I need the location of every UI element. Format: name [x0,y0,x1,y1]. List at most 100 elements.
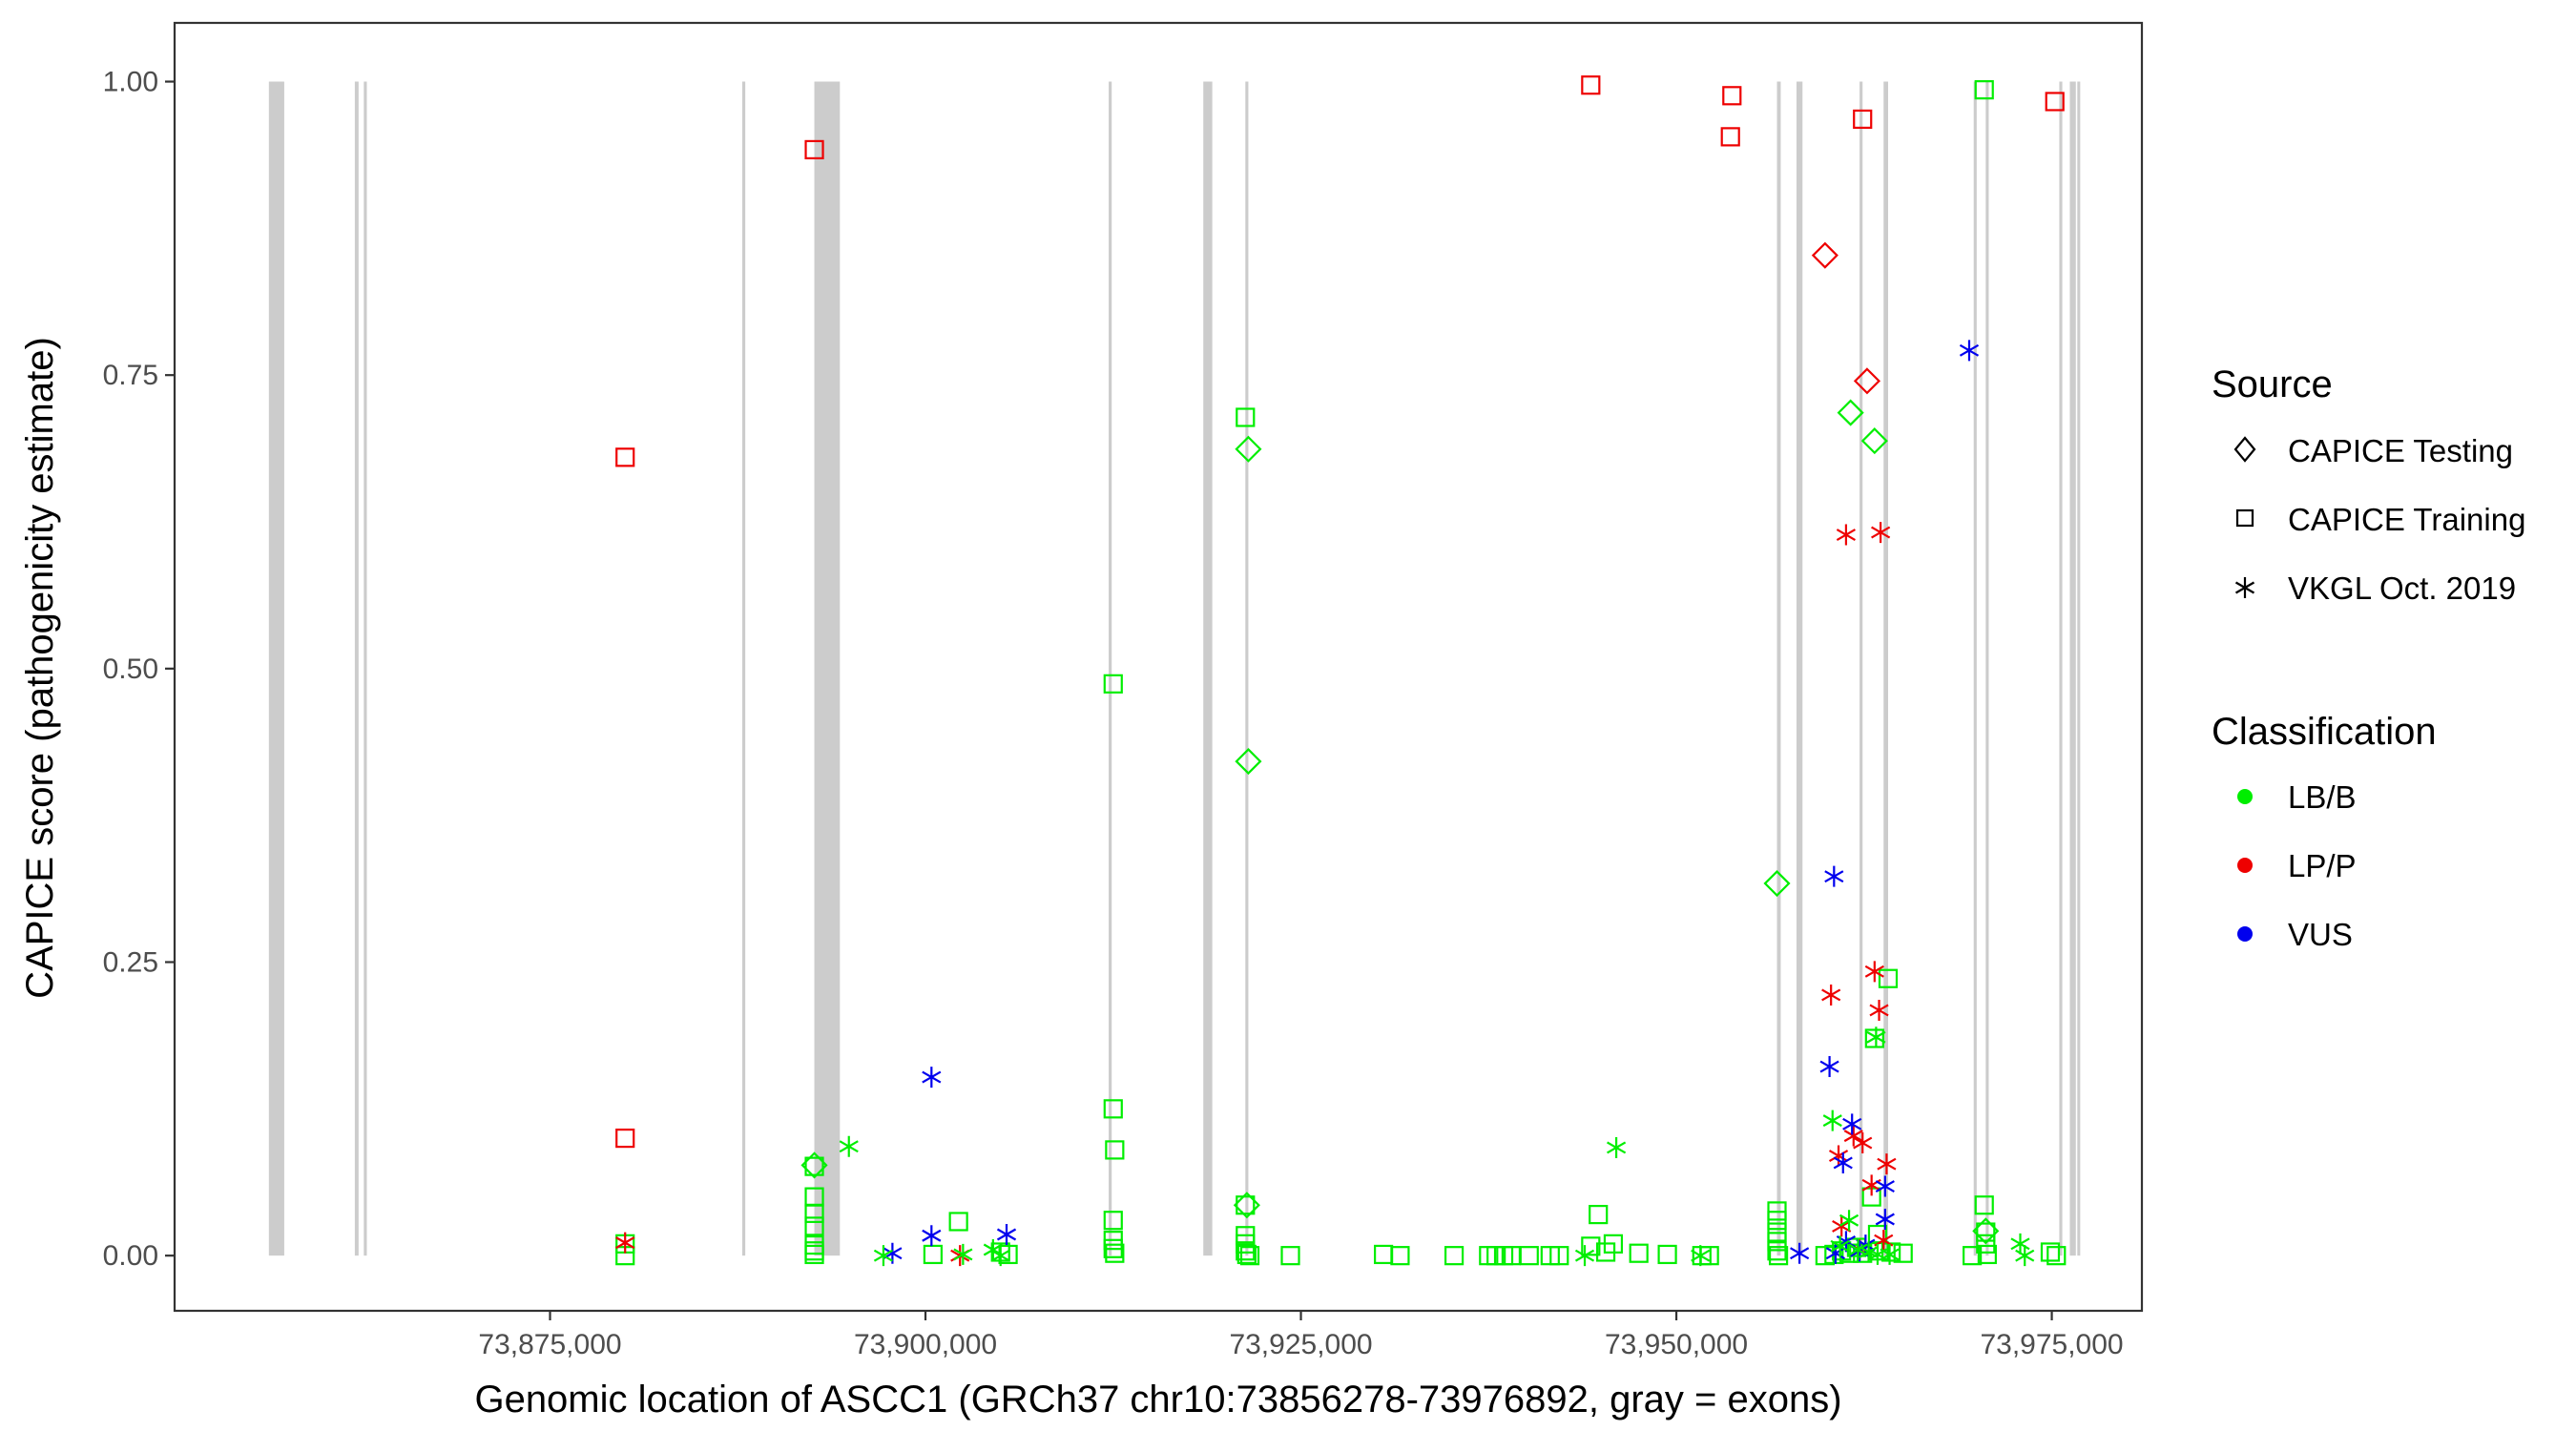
exon-band [1109,81,1112,1256]
legend: Source CAPICE Testing CAPICE Training VK… [2212,363,2525,952]
data-point-asterisk [615,1232,635,1254]
data-point-square [1236,407,1256,427]
data-point-asterisk [1836,524,1856,546]
data-point-square [1767,1241,1787,1261]
exon-band [2077,81,2081,1256]
data-point-asterisk [1874,1230,1894,1252]
legend-class-lpp: LP/P [2237,848,2357,883]
exon-band [1859,81,1863,1256]
exon-band [2059,81,2063,1256]
y-tick-label: 0.25 [103,947,158,979]
data-point-asterisk [873,1245,894,1267]
data-point-asterisk [996,1224,1017,1246]
legend-square-icon [2235,508,2254,528]
data-point-square [1103,1211,1123,1231]
exon-band [1883,81,1888,1256]
data-point-asterisk [1822,1110,1842,1131]
y-tick-label: 0.50 [103,653,158,685]
data-point-diamond [1837,399,1864,426]
data-point-asterisk [922,1067,942,1089]
legend-diamond-icon [2233,436,2256,463]
data-point-square [1657,1244,1677,1265]
y-axis-title: CAPICE score (pathogenicity estimate) [19,337,61,999]
data-point-asterisk [1880,1243,1900,1265]
exon-band [2069,81,2076,1256]
data-point-asterisk [1821,984,1841,1006]
data-point-diamond [1235,435,1262,463]
data-point-square [1603,1234,1624,1254]
exon-band [268,81,284,1256]
data-point-asterisk [1843,1125,1863,1147]
data-point-asterisk [1848,1239,1868,1261]
data-point-square [1444,1246,1465,1266]
legend-source-vkgl-label: VKGL Oct. 2019 [2288,570,2516,606]
legend-red-dot-icon [2237,858,2253,873]
data-point-square [1974,80,1994,100]
data-point-asterisk [1866,1027,1886,1048]
data-point-asterisk [953,1243,973,1265]
data-point-square [615,1128,635,1149]
exon-band [1776,81,1781,1256]
data-point-square [1976,1222,1996,1242]
data-point-square [1977,1244,1997,1265]
data-point-asterisk [1871,522,1891,544]
exon-band [1973,81,1977,1256]
data-point-square [1236,1241,1256,1261]
exon-band [1203,81,1213,1256]
data-point-diamond [1233,1192,1260,1219]
data-point-square [1105,1140,1125,1160]
data-point-square [1893,1243,1913,1263]
legend-class-lbb: LB/B [2237,779,2357,815]
data-point-square [2040,1242,2061,1262]
data-point-square [1236,1195,1256,1215]
data-point-square [1824,1244,1844,1265]
exon-band [1245,81,1249,1256]
data-point-square [1103,1099,1123,1119]
data-point-asterisk [1830,1235,1850,1257]
legend-source-testing: CAPICE Testing [2233,433,2513,468]
data-point-square [923,1244,943,1265]
data-point-asterisk [839,1135,859,1157]
data-point-square [1767,1211,1787,1231]
data-point-asterisk [1877,1153,1897,1175]
legend-source-testing-label: CAPICE Testing [2288,433,2513,468]
data-points [615,75,2067,1267]
data-point-square [1768,1246,1789,1266]
x-axis: 73,875,000 73,900,000 73,925,000 73,950,000… [478,1311,2124,1360]
exon-band [354,81,359,1256]
data-point-asterisk [1824,865,1844,887]
y-tick-label: 0.00 [103,1240,158,1272]
data-point-square [1519,1246,1539,1266]
data-point-square [2045,92,2065,112]
data-point-diamond [800,1151,828,1179]
y-tick-label: 0.75 [103,360,158,391]
data-point-square [2046,1246,2067,1266]
legend-class-lpp-label: LP/P [2288,848,2357,883]
data-point-square [1103,1238,1123,1258]
legend-classification-title: Classification [2212,711,2437,753]
data-point-asterisk [1839,1210,1859,1232]
data-point-square [1105,1243,1125,1263]
data-point-asterisk [1864,961,1884,983]
data-point-square [1280,1246,1300,1266]
data-point-asterisk [1790,1242,1810,1264]
panel-border [173,21,2144,1313]
exon-band [364,81,367,1256]
data-point-square [1239,1246,1260,1266]
data-point-asterisk [1869,999,1889,1021]
data-point-diamond [1235,748,1262,776]
data-point-square [804,1234,824,1255]
data-point-diamond [1972,1217,2000,1245]
data-point-square [804,1156,824,1176]
data-point-diamond [1853,367,1881,395]
data-point-asterisk [983,1239,1003,1261]
data-point-asterisk [922,1225,942,1247]
data-point-square [1549,1246,1569,1266]
data-point-asterisk [2015,1245,2035,1267]
y-axis: 0.00 0.25 0.50 0.75 1.00 [103,67,175,1272]
x-tick-label: 73,975,000 [1980,1329,2123,1360]
data-point-square [1390,1246,1410,1266]
data-point-square [1581,75,1601,95]
data-point-asterisk [1819,1056,1839,1078]
